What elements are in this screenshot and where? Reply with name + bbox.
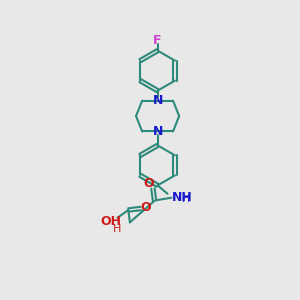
Text: NH: NH	[172, 191, 193, 204]
Text: N: N	[152, 94, 163, 107]
Text: N: N	[152, 125, 163, 138]
Text: H: H	[112, 224, 121, 233]
Text: F: F	[153, 34, 162, 47]
Text: O: O	[141, 201, 152, 214]
Text: O: O	[144, 177, 154, 190]
Text: H: H	[182, 194, 190, 204]
Text: OH: OH	[100, 215, 121, 228]
